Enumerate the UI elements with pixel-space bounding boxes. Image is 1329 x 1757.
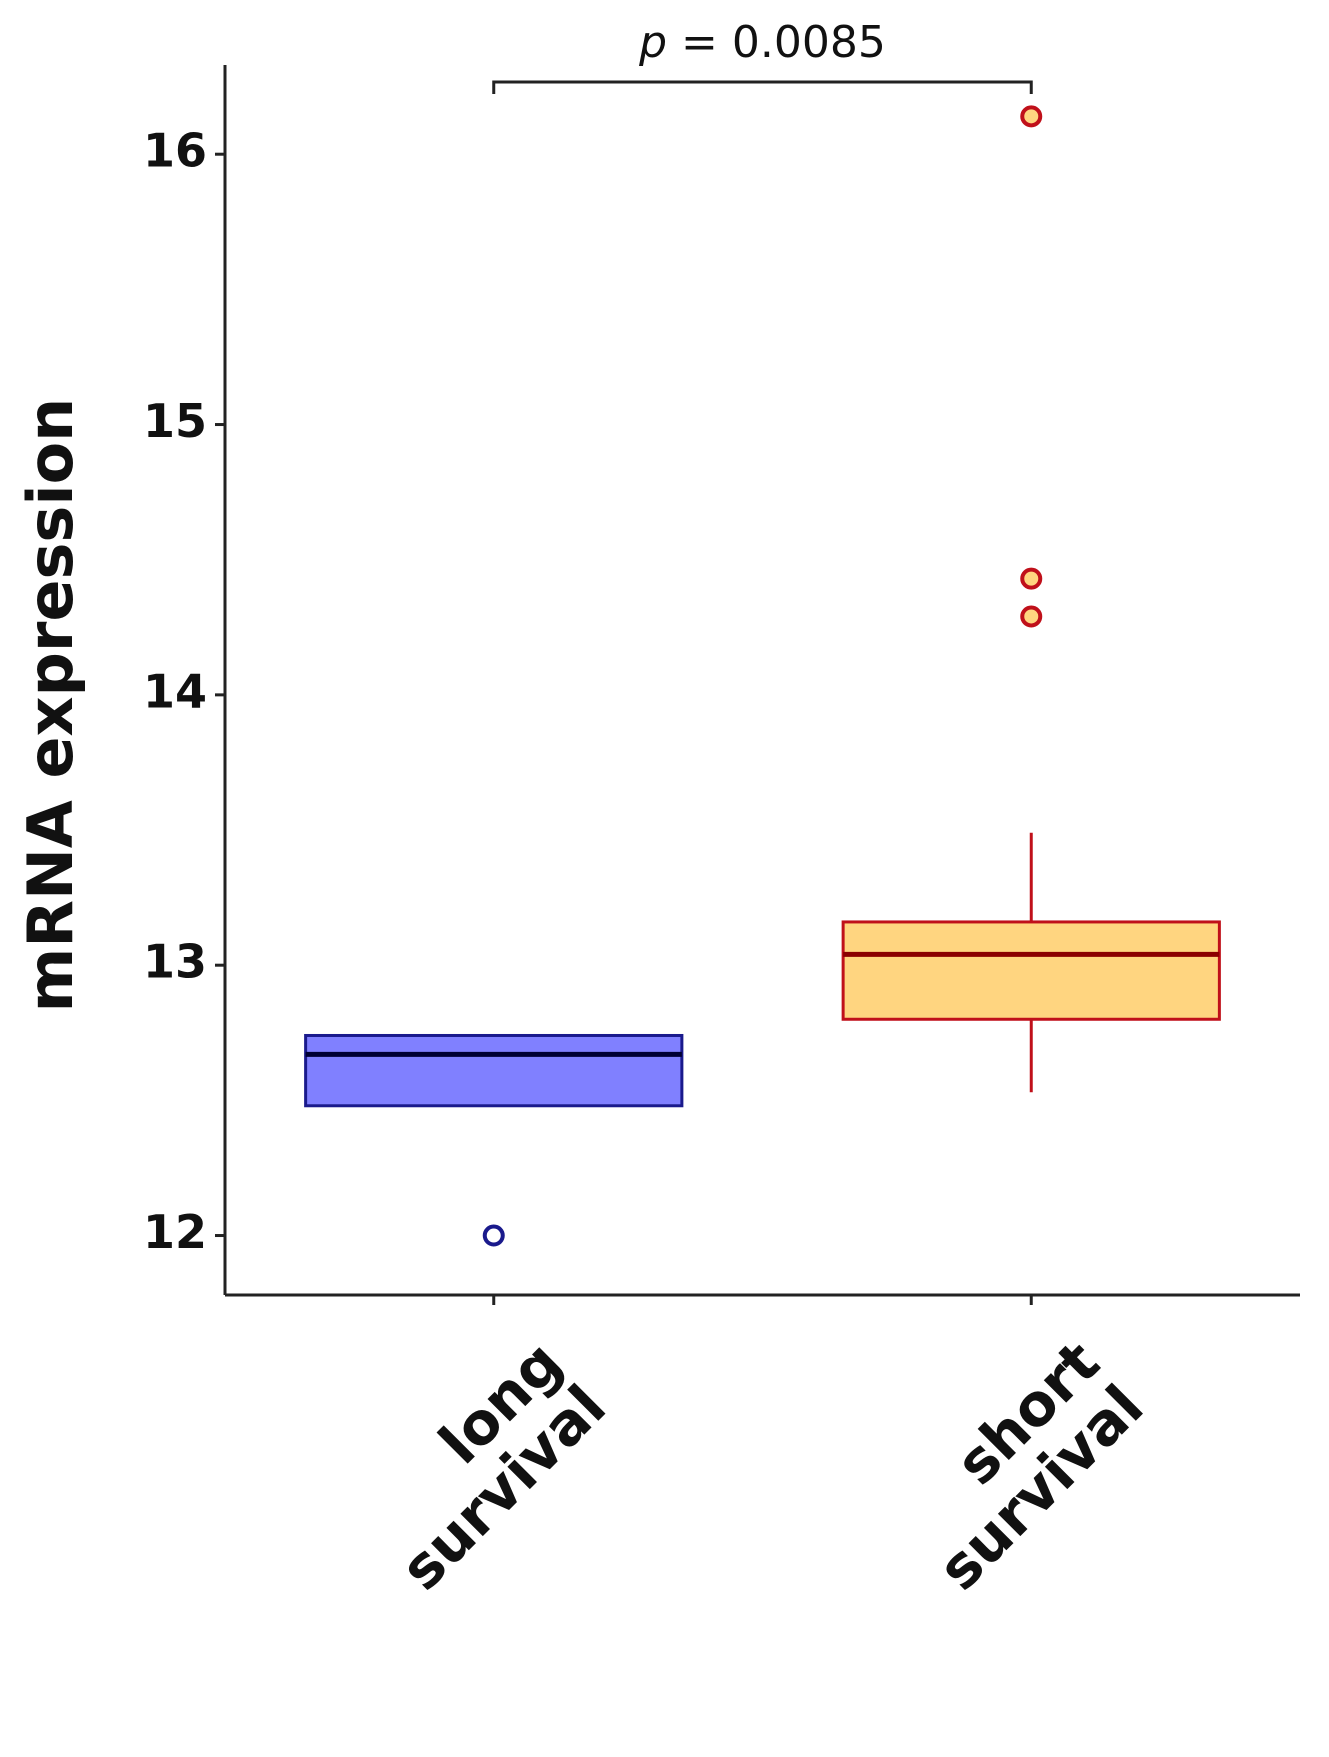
significance-bracket (492, 80, 1033, 94)
y-tick-label: 14 (143, 664, 207, 718)
y-tick-label: 13 (143, 935, 207, 989)
y-tick-label: 15 (143, 394, 207, 448)
p-value: p = 0.0085 (638, 17, 886, 68)
x-tick-label: shortsurvival (881, 1328, 1156, 1603)
box (841, 920, 1221, 1021)
outlier (1020, 605, 1043, 628)
outlier (482, 1224, 505, 1247)
y-tick-label: 12 (143, 1205, 207, 1259)
p-rest: = 0.0085 (667, 17, 886, 68)
box (304, 1033, 684, 1108)
x-tick-label: longsurvival (344, 1328, 619, 1603)
p-symbol: p (638, 17, 667, 68)
y-axis-label: mRNA expression (14, 398, 87, 1013)
outlier (1020, 105, 1043, 128)
y-tick-label: 16 (143, 124, 207, 178)
outlier (1020, 567, 1043, 590)
